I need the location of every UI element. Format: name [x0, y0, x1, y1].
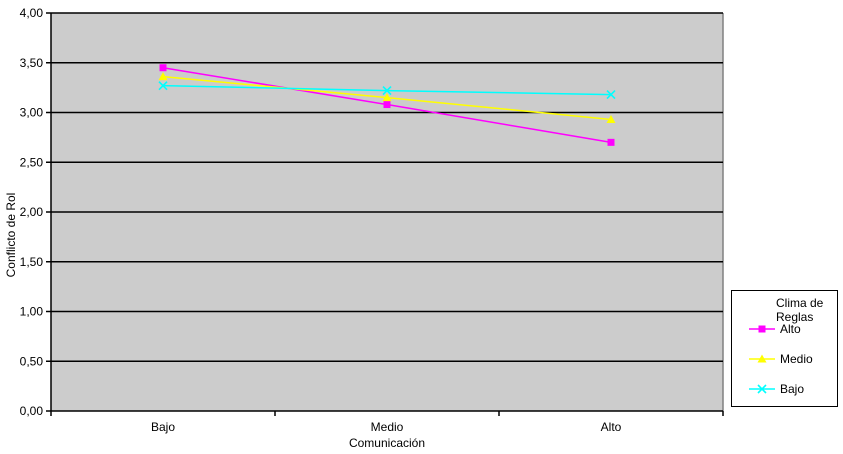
y-tick-label: 0,00: [20, 404, 44, 418]
legend-sample-triangle-icon: [749, 354, 775, 363]
legend-box: Clima de Reglas Alto Medio Bajo: [731, 290, 838, 407]
legend-entry-alto: Alto: [732, 314, 837, 344]
legend-entry-medio: Medio: [732, 344, 837, 374]
series-marker-square-alto: [383, 101, 391, 109]
legend-entry-label: Medio: [780, 352, 813, 366]
y-tick-label: 3,50: [20, 56, 44, 70]
series-marker-triangle-medio: [606, 114, 616, 123]
x-category-label: Medio: [371, 420, 404, 434]
series-marker-triangle-medio: [382, 93, 392, 102]
series-marker-square-alto: [159, 64, 167, 72]
y-tick-label: 2,00: [20, 205, 44, 219]
legend-sample-marker: [757, 384, 767, 394]
legend-sample-square-icon: [749, 325, 775, 333]
legend-entry-label: Alto: [780, 322, 801, 336]
y-tick-label: 3,00: [20, 106, 44, 120]
series-marker-x-bajo: [382, 86, 392, 96]
y-axis-title: Conflicto de Rol: [4, 192, 18, 278]
y-tick-label: 4,00: [20, 6, 44, 20]
series-marker-x-bajo: [606, 90, 616, 100]
x-category-label: Alto: [601, 420, 622, 434]
legend-sample-marker: [757, 354, 767, 363]
legend-entries: Alto Medio Bajo: [732, 314, 837, 404]
series-marker-triangle-medio: [158, 72, 168, 81]
legend-entry-bajo: Bajo: [732, 374, 837, 404]
legend-title: Clima de Reglas: [776, 296, 824, 325]
series-marker-square-alto: [607, 138, 615, 146]
series-marker-x-bajo: [158, 81, 168, 91]
y-tick-label: 0,50: [20, 354, 44, 368]
y-tick-label: 2,50: [20, 155, 44, 169]
y-tick-label: 1,50: [20, 255, 44, 269]
y-tick-label: 1,00: [20, 305, 44, 319]
legend-sample-x-icon: [749, 384, 775, 394]
x-category-label: Bajo: [151, 420, 175, 434]
legend-sample-marker: [758, 325, 766, 333]
x-axis-title: Comunicación: [348, 436, 426, 450]
legend-entry-label: Bajo: [780, 382, 805, 396]
